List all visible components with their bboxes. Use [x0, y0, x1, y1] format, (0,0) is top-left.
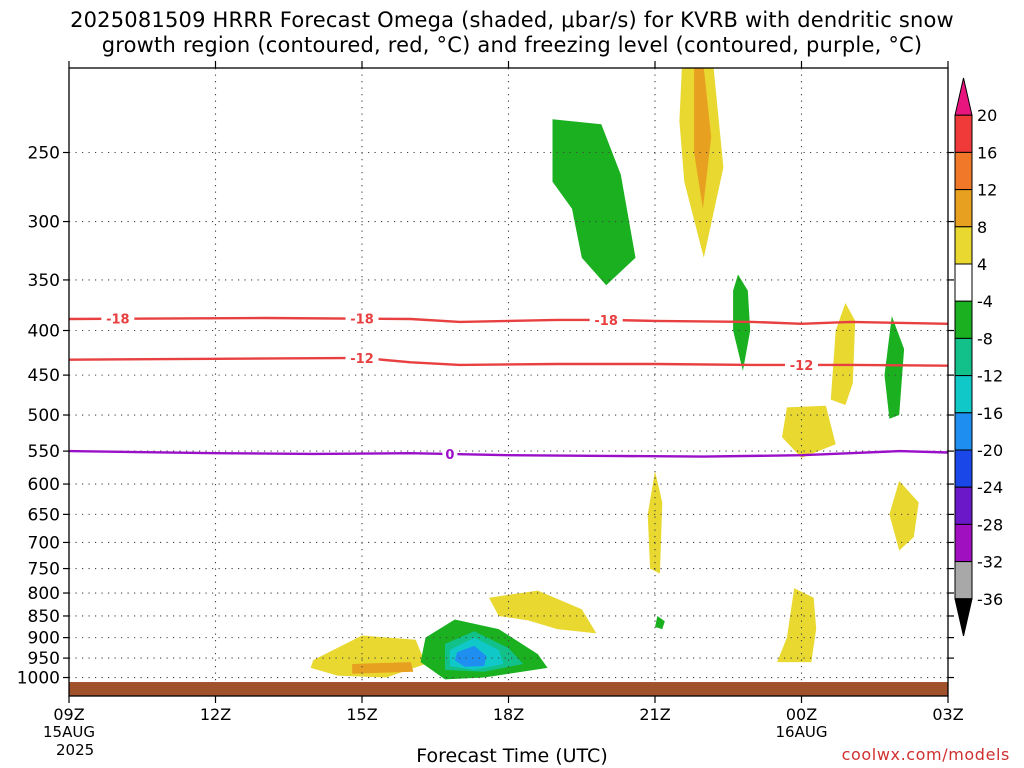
colorbar-label: 8: [977, 218, 987, 237]
contour-label-bg: [101, 310, 135, 327]
y-tick-label: 450: [28, 366, 60, 386]
contour-label-bg: [785, 356, 818, 373]
colorbar-label: -28: [977, 515, 1003, 534]
contour-label: -18: [350, 313, 374, 328]
colorbar-label: -8: [977, 329, 993, 348]
colorbar-label: 20: [977, 106, 997, 125]
contour-label-bg: [589, 311, 623, 328]
colorbar-swatch: [954, 263, 973, 302]
y-tick-label: 950: [28, 649, 60, 669]
y-tick-label: 400: [28, 322, 60, 342]
omega-region-mid-pos-b: [782, 405, 836, 458]
omega-region-mid-pos-a: [830, 303, 856, 405]
x-tick-label: 18Z: [493, 705, 524, 724]
x-tick-date-label: 15AUG: [43, 723, 95, 741]
colorbar-bottom-arrow: [954, 598, 973, 637]
omega-region-low-neg-d4: [454, 645, 487, 667]
colorbar-label: 4: [977, 255, 987, 274]
grid-layer: [69, 68, 948, 696]
omega-region-low-neg-c: [655, 616, 665, 630]
y-tick-label: 550: [28, 442, 60, 462]
x-tick-label: 03Z: [932, 705, 963, 724]
y-tick-label: 600: [28, 475, 60, 495]
contour-label-bg: [345, 349, 379, 366]
terrain-band: [69, 682, 948, 696]
y-tick-label: 350: [28, 271, 60, 291]
chart-title-line-1: 2025081509 HRRR Forecast Omega (shaded, …: [70, 8, 954, 32]
contour-label: -12: [350, 352, 374, 367]
omega-region-low-pos-a: [647, 471, 663, 574]
colorbar-label: 16: [977, 143, 997, 162]
chart-title-line-2: growth region (contoured, red, °C) and f…: [101, 33, 923, 57]
contour-layer: -18 -18 -18 -12 -12 0: [68, 310, 949, 463]
surface-layer: [69, 682, 948, 696]
contour-label-bg: [442, 445, 458, 462]
y-tick-label: 500: [28, 406, 60, 426]
omega-region-upper-neg-4: [552, 119, 636, 286]
colorbar-label: -4: [977, 292, 993, 311]
colorbar-swatch: [954, 486, 973, 525]
colorbar-swatch: [954, 189, 973, 228]
y-tick-label: 800: [28, 584, 60, 604]
colorbar-label: -12: [977, 367, 1003, 386]
colorbar-swatch: [954, 375, 973, 414]
x-tick-label: 09Z: [53, 705, 84, 724]
contour-label: -12: [790, 359, 814, 374]
colorbar-label: -16: [977, 404, 1003, 423]
omega-region-low-pos-e-core: [352, 662, 414, 674]
x-tick-date-label: 16AUG: [776, 723, 828, 741]
contour-label: -18: [106, 313, 130, 328]
x-tick-year-label: 2025: [56, 741, 94, 759]
y-tick-label: 650: [28, 505, 60, 525]
colorbar-label: 12: [977, 181, 997, 200]
x-axis-label: Forecast Time (UTC): [416, 745, 608, 767]
y-tick-label: 700: [28, 533, 60, 553]
omega-shading-layer: [310, 68, 919, 680]
omega-region-low-pos-b: [889, 480, 919, 551]
omega-region-low-pos-d: [489, 590, 597, 634]
contour-freezing-level: [68, 449, 949, 458]
x-tick-label: 12Z: [200, 705, 231, 724]
colorbar-swatch: [954, 561, 973, 600]
colorbar-swatch: [954, 226, 973, 265]
colorbar: 20 16 12 8 4 -4 -8 -12 -16 -20 -24 -28 -32 -36: [954, 77, 1003, 637]
colorbar-swatch: [954, 300, 973, 339]
y-tick-label: 900: [28, 629, 60, 649]
colorbar-label: -24: [977, 478, 1003, 497]
credit-link[interactable]: coolwx.com/models: [841, 745, 1010, 764]
colorbar-swatch: [954, 151, 973, 191]
pressure-axis: 2503003504004505005506006507007508008509…: [17, 144, 954, 689]
omega-region-upper-pos-8: [694, 68, 712, 209]
contour-label: -18: [594, 314, 618, 329]
colorbar-label: -36: [977, 590, 1003, 609]
colorbar-swatch: [954, 449, 973, 488]
y-tick-label: 750: [28, 560, 60, 580]
x-tick-label: 00Z: [786, 705, 817, 724]
y-tick-label: 300: [28, 213, 60, 233]
colorbar-label: -32: [977, 553, 1003, 572]
contour-label: 0: [445, 448, 454, 463]
colorbar-swatch: [954, 523, 973, 563]
y-tick-label: 1000: [17, 669, 60, 689]
omega-region-low-pos-c: [777, 588, 817, 663]
colorbar-swatch: [954, 337, 973, 377]
y-tick-label: 250: [28, 144, 60, 164]
omega-region-mid-neg-b: [884, 316, 905, 419]
x-tick-label: 21Z: [639, 705, 670, 724]
contour-dendritic-18: [68, 316, 949, 325]
y-tick-label: 850: [28, 607, 60, 627]
x-tick-label: 15Z: [346, 705, 377, 724]
colorbar-swatch: [954, 412, 973, 451]
colorbar-swatch: [954, 114, 973, 153]
contour-label-bg: [345, 310, 379, 327]
colorbar-label: -20: [977, 441, 1003, 460]
colorbar-top-arrow: [954, 77, 973, 116]
